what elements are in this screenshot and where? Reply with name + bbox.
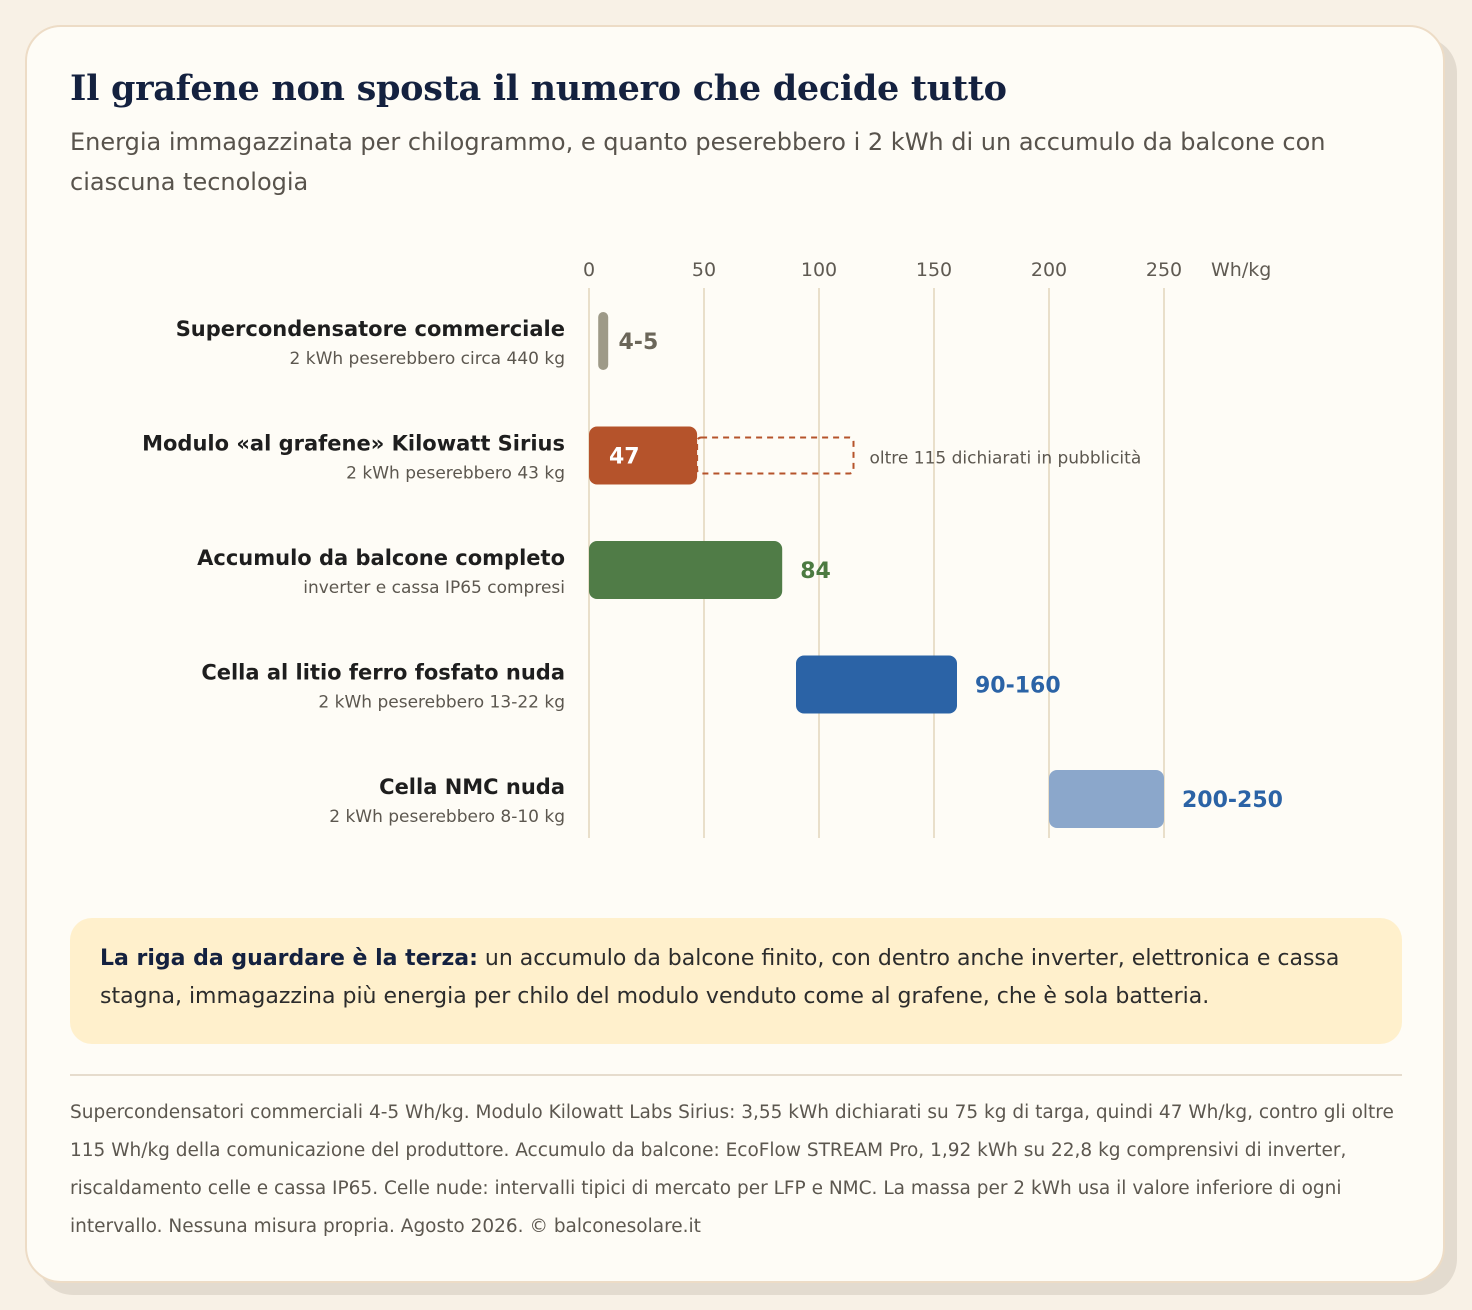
category-sublabel: inverter e cassa IP65 compresi — [303, 578, 565, 598]
chart-title: Il grafene non sposta il numero che deci… — [70, 68, 1007, 109]
callout-text: un accumulo da balcone finito, con dentr… — [100, 946, 1340, 1009]
category-sublabel: 2 kWh peserebbero circa 440 kg — [290, 349, 566, 369]
bar-chart: 0 50 100 150 200 250 Wh/kg Supercondensatore co… — [142, 259, 1283, 838]
value-label: 47 — [609, 445, 640, 470]
x-tick-label: 100 — [801, 259, 837, 281]
chart-subtitle: Energia immagazzinata per chilogrammo, e… — [70, 128, 1326, 196]
callout-box: La riga da guardare è la terza: un accum… — [70, 918, 1402, 1044]
bar — [796, 655, 957, 714]
source-footnote: Supercondensatori commerciali 4-5 Wh/kg.… — [70, 1102, 1394, 1237]
x-tick-label: 50 — [692, 259, 716, 281]
category-sublabel: 2 kWh peserebbero 13-22 kg — [318, 693, 565, 713]
category-label: Cella NMC nuda — [379, 775, 565, 799]
bar — [1049, 770, 1164, 828]
category-label: Modulo «al grafene» Kilowatt Sirius — [142, 432, 565, 456]
x-tick-label: 150 — [916, 259, 952, 281]
divider — [70, 1074, 1402, 1076]
bar — [589, 426, 698, 485]
category-label: Cella al litio ferro fosfato nuda — [201, 661, 565, 685]
value-label: 4-5 — [619, 330, 659, 355]
category-sublabel: 2 kWh peserebbero 8-10 kg — [329, 807, 565, 827]
callout-lead: La riga da guardare è la terza: — [100, 946, 478, 971]
x-unit-label: Wh/kg — [1211, 259, 1271, 281]
value-label: 90-160 — [975, 674, 1061, 699]
value-label: 200-250 — [1182, 788, 1283, 813]
category-label: Supercondensatore commerciale — [176, 317, 565, 341]
claimed-bar-outline — [696, 436, 855, 475]
category-label: Accumulo da balcone completo — [197, 546, 565, 570]
chart-card — [25, 25, 1445, 1283]
x-tick-label: 200 — [1031, 259, 1067, 281]
bar — [598, 312, 609, 370]
bar — [589, 541, 783, 599]
x-tick-label: 0 — [583, 259, 595, 281]
claimed-annotation: oltre 115 dichiarati in pubblicità — [870, 449, 1142, 469]
category-sublabel: 2 kWh peserebbero 43 kg — [346, 464, 565, 484]
x-tick-label: 250 — [1146, 259, 1182, 281]
value-label: 84 — [800, 559, 831, 584]
